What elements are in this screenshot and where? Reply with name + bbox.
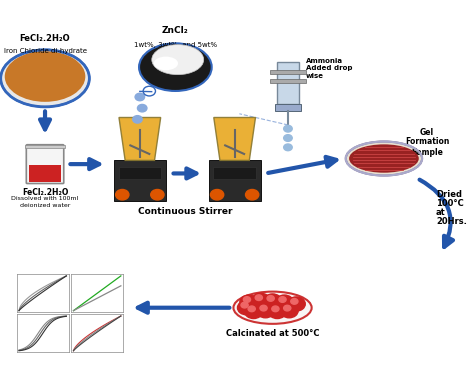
Circle shape [268,304,286,319]
Circle shape [151,189,164,200]
Circle shape [260,305,267,311]
Text: Gel: Gel [420,128,434,137]
Text: Formation: Formation [405,137,449,146]
Ellipse shape [233,292,311,324]
Circle shape [245,304,263,319]
Circle shape [287,297,305,311]
Ellipse shape [139,43,212,91]
Ellipse shape [349,144,419,173]
Circle shape [275,295,293,309]
Text: Calcinated at 500°C: Calcinated at 500°C [226,329,319,338]
Circle shape [280,304,298,318]
Text: Dissolved with 100ml: Dissolved with 100ml [11,196,79,201]
Circle shape [135,93,145,101]
Bar [209,160,261,201]
Text: wise: wise [306,73,324,79]
Circle shape [246,189,259,200]
Bar [275,104,301,111]
Circle shape [248,306,255,312]
Circle shape [133,116,142,123]
Circle shape [283,305,291,311]
Bar [270,79,306,83]
Circle shape [210,189,224,200]
Text: Sample: Sample [411,148,443,157]
Circle shape [291,298,298,304]
Text: 1wt%, 3wt%, and 5wt%: 1wt%, 3wt%, and 5wt% [134,42,217,48]
Circle shape [255,295,263,301]
Text: FeCl₂.2H₂O: FeCl₂.2H₂O [20,34,70,43]
Text: Continuous Stirrer: Continuous Stirrer [137,207,232,216]
Circle shape [237,301,255,315]
Ellipse shape [0,50,90,107]
Circle shape [267,295,274,301]
Text: ZnCl₂: ZnCl₂ [162,26,189,35]
Text: Dried: Dried [436,190,462,199]
Circle shape [116,189,129,200]
Text: FeCl₂.2H₂O: FeCl₂.2H₂O [22,188,68,197]
Circle shape [252,293,270,307]
Circle shape [137,104,147,112]
FancyBboxPatch shape [26,145,64,184]
Circle shape [243,297,251,303]
Ellipse shape [152,45,204,75]
Circle shape [283,135,292,141]
Text: 100°C: 100°C [436,199,464,208]
Bar [118,166,161,179]
Circle shape [279,297,286,303]
Circle shape [256,304,274,318]
Text: at: at [436,208,446,217]
Bar [270,70,306,75]
Ellipse shape [154,57,178,70]
Text: Iron Chloride di-hydrate: Iron Chloride di-hydrate [3,48,87,54]
Text: 20Hrs.: 20Hrs. [436,217,467,226]
Polygon shape [214,117,255,160]
Circle shape [272,306,279,312]
Bar [29,165,61,182]
Ellipse shape [346,141,422,176]
Text: Ammonia: Ammonia [306,58,343,64]
Bar [25,145,65,148]
Circle shape [241,302,248,308]
Bar [277,62,299,104]
Bar [114,160,166,201]
Text: Added drop: Added drop [306,65,352,71]
Bar [213,166,256,179]
Circle shape [283,125,292,132]
Circle shape [283,144,292,151]
Circle shape [240,295,258,309]
Polygon shape [119,117,161,160]
Circle shape [264,294,282,308]
Ellipse shape [5,51,85,102]
Text: deionized water: deionized water [20,203,70,207]
